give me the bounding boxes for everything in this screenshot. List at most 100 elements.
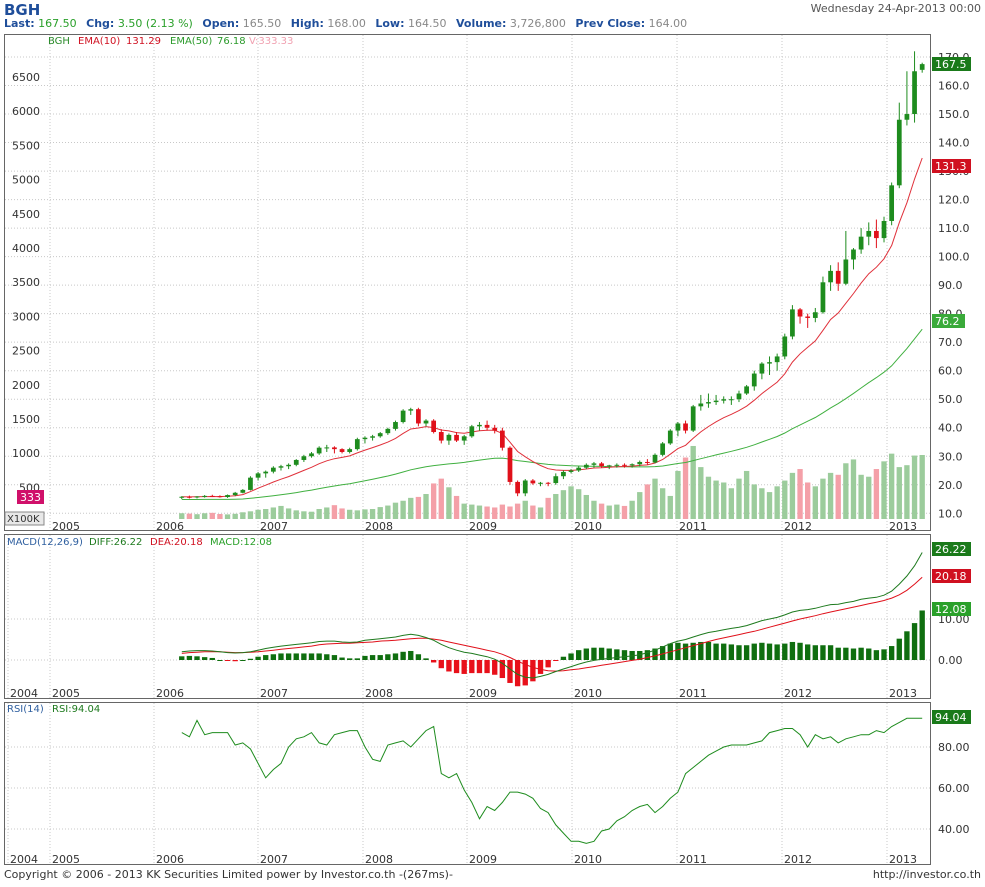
candle-body	[377, 433, 383, 437]
macd-histogram-bar	[850, 648, 857, 660]
macd-histogram-bar	[247, 658, 254, 660]
price-axis-tick: 40.0	[938, 422, 963, 435]
candle-body	[293, 459, 299, 465]
rsi-axis-tick: 40.00	[938, 823, 970, 836]
candle-body	[683, 423, 688, 431]
volume-bar	[866, 476, 872, 519]
volume-bar	[209, 512, 215, 519]
candle-body	[782, 336, 788, 357]
stock-chart[interactable]: 170.0160.0150.0140.0130.0120.0110.0100.0…	[0, 0, 985, 866]
candle-body	[454, 434, 459, 441]
volume-bar	[637, 492, 643, 519]
candle-body	[553, 476, 559, 484]
macd-histogram-bar	[743, 645, 750, 660]
price-axis-tick: 150.0	[938, 108, 970, 121]
volume-bar	[553, 494, 559, 519]
candle-body	[248, 477, 253, 490]
macd-histogram-bar	[339, 657, 345, 660]
volume-bar	[560, 490, 567, 519]
volume-bar	[484, 506, 490, 519]
rsi-legend-name: RSI(14)	[7, 704, 44, 715]
macd-series	[179, 552, 925, 687]
candle-body	[568, 470, 574, 472]
candle-body	[217, 496, 223, 498]
rsi-axis-tick: 80.00	[938, 741, 970, 754]
candle-body	[790, 309, 795, 337]
macd-axis-tick: 10.00	[938, 613, 970, 626]
volume-bar	[850, 459, 857, 519]
volume-axis-tick: 4000	[12, 242, 40, 255]
volume-bar	[835, 474, 841, 519]
volume-bar	[385, 505, 391, 519]
candle-body	[629, 464, 635, 466]
macd-histogram-bar	[423, 658, 429, 660]
quote-header: BGH Wednesday 24-Apr-2013 00:00 Last: 16…	[0, 0, 985, 34]
macd-histogram-bar	[805, 644, 811, 660]
candle-body	[484, 424, 490, 428]
macd-dea-line	[181, 576, 923, 672]
rsi-x-label: 2007	[260, 853, 288, 866]
volume-bar	[919, 455, 925, 519]
volume-bar	[659, 488, 666, 519]
candle-body	[515, 481, 520, 494]
candle-body	[492, 427, 498, 431]
volume-bar	[270, 507, 277, 519]
volume-bar	[499, 504, 506, 519]
volume-bar	[896, 467, 902, 519]
candle-body	[866, 230, 872, 237]
macd-hist-tag-bg	[932, 602, 971, 616]
volume-bar	[224, 514, 231, 519]
candle-body	[835, 270, 841, 284]
price-x-label: 2006	[156, 520, 184, 533]
quote-datetime: Wednesday 24-Apr-2013 00:00	[810, 2, 981, 15]
macd-histogram-bar	[499, 660, 506, 679]
macd-histogram-bar	[201, 657, 208, 660]
candle-body	[698, 403, 704, 407]
volume-axis-tick: 1500	[12, 413, 40, 426]
candle-body	[416, 409, 421, 424]
macd-histogram-bar	[278, 653, 284, 660]
volume-bar	[331, 505, 338, 519]
price-x-label: 2007	[260, 520, 288, 533]
price-tag: 167.5	[935, 58, 967, 71]
volume-bar	[347, 509, 353, 519]
macd-histogram-bar	[698, 641, 704, 660]
rsi-tag-bg	[932, 710, 971, 724]
macd-histogram-bar	[621, 650, 628, 660]
candle-body	[461, 436, 467, 441]
candle-body	[545, 482, 551, 484]
volume-bar	[263, 509, 269, 519]
macd-histogram-bar	[232, 660, 238, 662]
macd-histogram-bar	[759, 642, 765, 660]
volume-bar	[324, 507, 330, 519]
macd-histogram-bar	[553, 660, 559, 661]
candle-body	[232, 492, 238, 496]
price-x-label: 2005	[52, 520, 80, 533]
volume-bar	[285, 508, 292, 519]
site-link[interactable]: http://investor.co.th	[872, 868, 981, 881]
price-panel-frame	[4, 34, 931, 531]
macd-histogram-bar	[354, 658, 360, 660]
volume-bars	[179, 445, 925, 519]
ema-lines	[181, 157, 923, 500]
price-axis-tick: 140.0	[938, 137, 970, 150]
price-axis-tick: 20.0	[938, 479, 963, 492]
candle-body	[339, 449, 345, 452]
candle-body	[263, 471, 269, 474]
open-value: 165.50	[242, 17, 282, 30]
candle-body	[202, 495, 208, 497]
volume-bar	[805, 482, 811, 519]
macd-panel-frame	[4, 534, 931, 699]
candle-body	[278, 466, 284, 468]
open-label: Open:	[202, 17, 240, 30]
macd-diff-line	[181, 552, 923, 679]
chg-label: Chg:	[86, 17, 115, 30]
high-label: High:	[290, 17, 324, 30]
volume-bar	[598, 503, 605, 519]
macd-legend-name: MACD(12,26,9)	[7, 537, 83, 548]
macd-histogram-bar	[316, 653, 322, 660]
volume-bar	[789, 472, 796, 519]
volume-bar	[430, 483, 437, 519]
volume-bar	[766, 492, 773, 519]
candle-body	[797, 309, 803, 317]
